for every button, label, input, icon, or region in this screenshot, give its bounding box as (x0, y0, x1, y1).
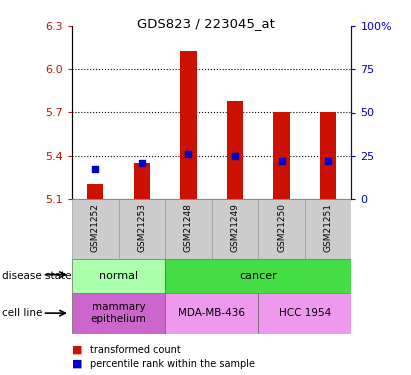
Bar (227, 101, 243, 199)
Bar (165, 199, 212, 259)
Text: GSM21253: GSM21253 (137, 203, 146, 252)
Text: HCC 1954: HCC 1954 (279, 308, 331, 318)
Bar (258, 199, 305, 259)
Point (139, 159, 145, 165)
Point (325, 158, 331, 164)
Bar (180, 51, 196, 199)
Point (232, 153, 238, 159)
Point (278, 158, 285, 164)
Text: GSM21248: GSM21248 (184, 203, 193, 252)
Point (185, 151, 192, 157)
Text: GSM21249: GSM21249 (231, 203, 240, 252)
Bar (305, 199, 351, 259)
Text: cancer: cancer (239, 271, 277, 280)
Bar (165, 292, 258, 334)
Bar (134, 163, 150, 199)
Text: normal: normal (99, 271, 138, 280)
Text: disease state: disease state (2, 271, 72, 280)
Bar (72, 292, 165, 334)
Text: ■: ■ (72, 359, 83, 369)
Text: MDA-MB-436: MDA-MB-436 (178, 308, 245, 318)
Text: transformed count: transformed count (90, 345, 181, 355)
Text: ■: ■ (72, 345, 83, 355)
Point (92, 166, 99, 172)
Text: percentile rank within the sample: percentile rank within the sample (90, 359, 255, 369)
Bar (87, 184, 103, 199)
Bar (320, 112, 336, 199)
Bar (72, 259, 165, 292)
Bar (258, 292, 351, 334)
Text: GDS823 / 223045_at: GDS823 / 223045_at (136, 17, 275, 30)
Text: GSM21252: GSM21252 (91, 203, 100, 252)
Bar (212, 199, 258, 259)
Text: GSM21251: GSM21251 (323, 203, 332, 252)
Bar (165, 259, 351, 292)
Bar (118, 199, 165, 259)
Bar (72, 199, 118, 259)
Text: GSM21250: GSM21250 (277, 203, 286, 252)
Text: mammary
epithelium: mammary epithelium (90, 302, 146, 324)
Text: cell line: cell line (2, 308, 42, 318)
Bar (273, 112, 290, 199)
